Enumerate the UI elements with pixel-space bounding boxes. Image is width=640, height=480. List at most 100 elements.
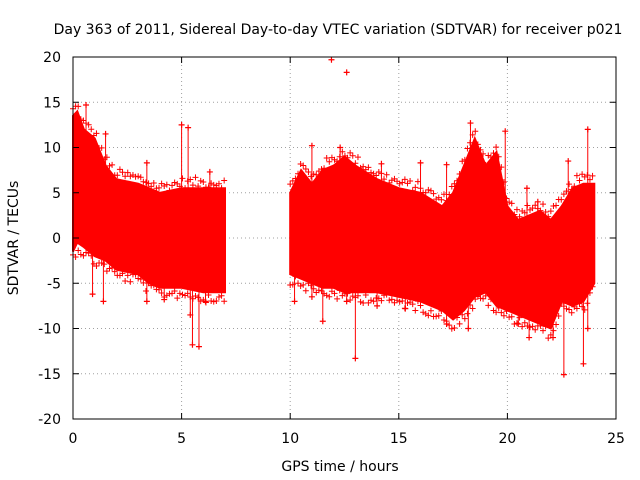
data-point [192,293,199,300]
outlier-point [584,325,591,332]
x-tick-label: 0 [69,431,78,447]
data-point [302,165,309,172]
data-point [586,289,593,296]
data-point [537,322,544,329]
outlier-point [534,198,541,205]
outlier-point [100,298,107,305]
data-point [132,173,139,180]
data-point [498,309,505,316]
data-point [297,161,304,168]
data-point [83,249,90,256]
data-point [85,121,92,128]
data-point [526,324,533,331]
data-point [480,295,487,302]
data-point [122,277,129,284]
data-point [80,117,87,124]
data-point [399,297,406,304]
data-point [425,312,432,319]
outlier-point [143,298,150,305]
data-point [454,177,461,184]
data-point [150,179,157,186]
data-point [137,174,144,181]
data-point [357,298,364,305]
data-point [323,154,330,161]
outlier-point [343,69,350,76]
data-point [354,292,361,299]
data-point [195,294,202,301]
data-point [375,168,382,175]
data-point [119,270,126,277]
data-point [215,293,222,300]
data-point [321,165,328,172]
data-point [124,169,131,176]
data-point [511,211,518,218]
data-point [399,179,406,186]
data-point [367,169,374,176]
data-point [430,190,437,197]
data-point [169,182,176,189]
data-point [354,154,361,161]
data-point [427,307,434,314]
data-point [493,309,500,316]
outlier-point [560,371,567,378]
data-point [88,126,95,133]
data-point [365,299,372,306]
outlier-point [178,121,185,128]
y-tick-label: 20 [43,50,61,66]
data-point [566,181,573,188]
data-point [401,176,408,183]
data-point [383,171,390,178]
data-point [396,298,403,305]
outlier-point [580,360,587,367]
data-point [495,305,502,312]
data-point [200,179,207,186]
data-point [158,289,165,296]
y-tick-label: -20 [38,412,61,428]
data-point [485,152,492,159]
data-point [119,169,126,176]
outlier-point [202,298,209,305]
data-point [433,313,440,320]
data-point [295,170,302,177]
data-point [137,276,144,283]
data-point [88,252,95,259]
data-point [174,180,181,187]
data-point [132,271,139,278]
data-point [451,180,458,187]
data-point [477,295,484,302]
data-point [378,297,385,304]
data-point [456,320,463,327]
data-point [344,290,351,297]
y-tick-label: -5 [47,276,61,292]
data-point [469,305,476,312]
data-point [210,298,217,305]
outlier-point [143,159,150,166]
data-point [300,162,307,169]
outlier-point [467,120,474,127]
data-point [427,187,434,194]
data-point [407,177,414,184]
data-point [417,302,424,309]
data-point [287,181,294,188]
data-point [360,163,367,170]
tick-labels: 0 5 10 15 20 25 20 15 10 5 0 -5 -10 -15 -20 [38,50,625,447]
data-point [459,311,466,318]
data-point [174,295,181,302]
data-point [513,206,520,213]
data-point [323,292,330,299]
data-point [205,291,212,298]
data-point [116,166,123,173]
data-point [221,298,228,305]
data-point [542,209,549,216]
data-point [412,307,419,314]
data-point [349,293,356,300]
data-point [308,282,315,289]
data-point [163,181,170,188]
data-point [464,310,471,317]
data-point [438,307,445,314]
data-point [446,322,453,329]
outlier-point [584,126,591,133]
y-tick-label: 0 [52,231,61,247]
data-point [490,150,497,157]
data-point [537,207,544,214]
